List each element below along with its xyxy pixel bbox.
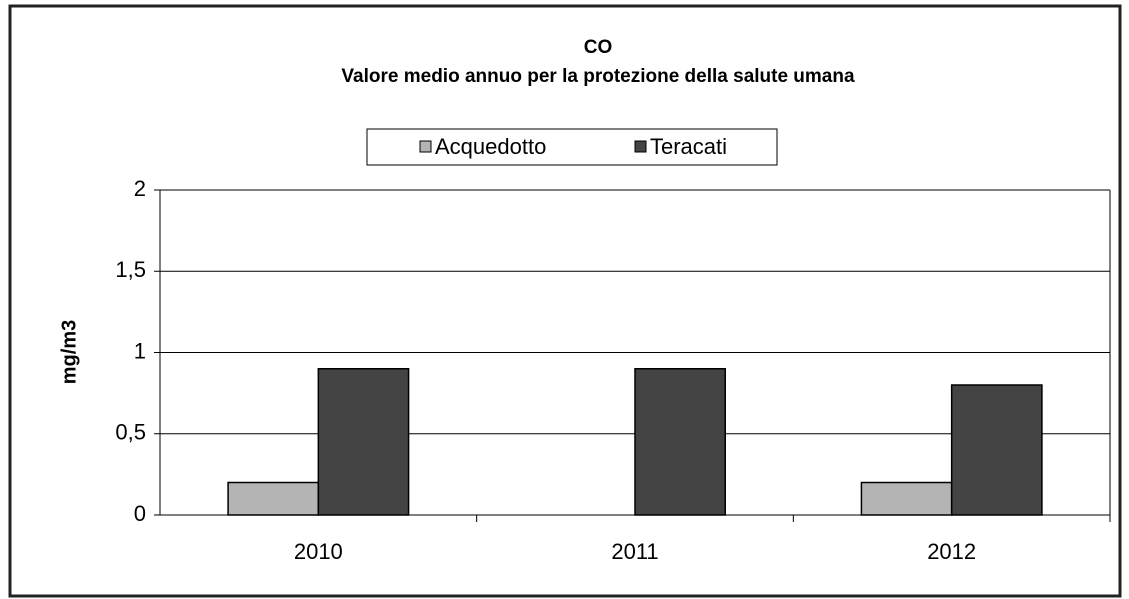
x-tick-label: 2012 [927, 539, 976, 564]
chart-subtitle: Valore medio annuo per la protezione del… [341, 66, 855, 87]
x-tick-label: 2011 [611, 539, 658, 564]
legend-swatch [634, 140, 647, 153]
y-tick-label: 1 [134, 338, 146, 363]
legend-box [366, 128, 778, 166]
legend-label: Acquedotto [435, 134, 546, 159]
y-tick-label: 0 [134, 501, 146, 526]
legend-label: Teracati [650, 134, 727, 159]
bar [634, 368, 726, 516]
legend-swatch [419, 140, 432, 153]
x-tick-label: 2010 [294, 539, 343, 564]
chart-title: CO [584, 37, 613, 58]
y-tick-label: 1,5 [115, 257, 146, 282]
y-tick-label: 0,5 [115, 420, 146, 445]
bar [227, 481, 320, 516]
bar [317, 368, 410, 516]
bar [860, 481, 953, 516]
bar [950, 384, 1043, 516]
y-tick-label: 2 [134, 176, 146, 201]
y-axis-label: mg/m3 [58, 320, 80, 384]
